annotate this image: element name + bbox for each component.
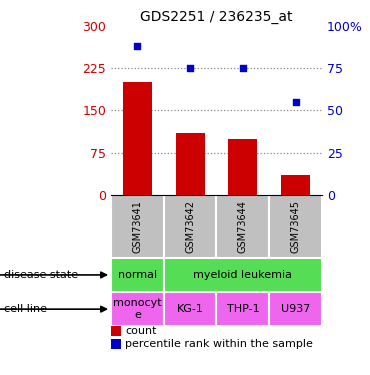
- Bar: [176, 133, 205, 195]
- Point: [293, 99, 299, 105]
- Text: U937: U937: [281, 304, 310, 314]
- Point: [187, 65, 193, 71]
- Bar: [228, 138, 257, 195]
- Bar: [281, 175, 310, 195]
- Text: KG-1: KG-1: [176, 304, 204, 314]
- Text: percentile rank within the sample: percentile rank within the sample: [125, 339, 313, 349]
- Point: [240, 65, 246, 71]
- Text: cell line: cell line: [4, 304, 47, 314]
- Text: THP-1: THP-1: [226, 304, 259, 314]
- Text: GSM73641: GSM73641: [132, 200, 142, 253]
- Bar: [269, 292, 322, 326]
- Text: GSM73644: GSM73644: [238, 200, 248, 253]
- Text: disease state: disease state: [4, 270, 78, 280]
- Point: [134, 44, 140, 50]
- Text: myeloid leukemia: myeloid leukemia: [193, 270, 292, 280]
- Bar: [111, 292, 164, 326]
- Bar: [123, 82, 152, 195]
- Text: monocyt
e: monocyt e: [113, 298, 162, 320]
- Text: count: count: [125, 326, 157, 336]
- Bar: [111, 195, 164, 258]
- Bar: [216, 292, 269, 326]
- Bar: [164, 258, 322, 292]
- Bar: [269, 195, 322, 258]
- Text: normal: normal: [118, 270, 157, 280]
- Bar: [164, 292, 216, 326]
- Title: GDS2251 / 236235_at: GDS2251 / 236235_at: [140, 10, 293, 24]
- Bar: [111, 258, 164, 292]
- Text: GSM73642: GSM73642: [185, 200, 195, 253]
- Bar: [216, 195, 269, 258]
- Bar: [164, 195, 216, 258]
- Text: GSM73645: GSM73645: [290, 200, 300, 253]
